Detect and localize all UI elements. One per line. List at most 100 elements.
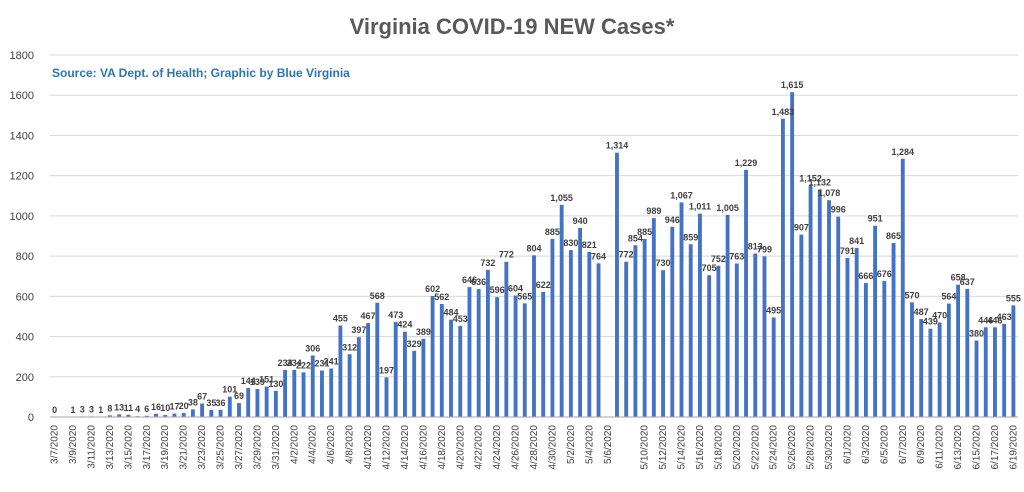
bar — [513, 295, 518, 417]
x-tick-label: 3/19/2020 — [160, 425, 171, 470]
bar — [476, 289, 481, 417]
data-label: 38 — [188, 397, 198, 407]
data-label: 424 — [397, 320, 412, 330]
chart-title: Virginia COVID-19 NEW Cases* — [350, 14, 675, 39]
bar — [670, 226, 675, 417]
data-label: 20 — [179, 401, 189, 411]
bar — [181, 412, 186, 417]
bar — [633, 245, 638, 417]
data-label: 222 — [296, 360, 311, 370]
y-tick-label: 1200 — [10, 171, 34, 183]
x-tick-label: 3/7/2020 — [50, 425, 61, 464]
data-label: 455 — [333, 313, 348, 323]
bar — [974, 340, 979, 417]
bar — [790, 92, 795, 418]
data-label: 16 — [151, 402, 161, 412]
data-label: 676 — [877, 269, 892, 279]
data-label: 830 — [563, 238, 578, 248]
x-tick-label: 5/4/2020 — [584, 425, 595, 464]
data-label: 6 — [144, 404, 149, 414]
data-label: 705 — [702, 263, 717, 273]
data-label: 562 — [434, 292, 449, 302]
data-label: 946 — [665, 215, 680, 225]
x-tick-label: 4/8/2020 — [345, 425, 356, 464]
y-axis-ticks: 0 200 400 600 800 1000 1200 1400 1600 1800 — [10, 50, 34, 424]
data-label: 35 — [206, 398, 216, 408]
data-label: 907 — [794, 223, 809, 233]
bar — [264, 386, 269, 417]
x-tick-label: 6/1/2020 — [842, 425, 853, 464]
bar — [799, 234, 804, 417]
data-label: 446 — [978, 315, 993, 325]
bar — [946, 303, 951, 417]
data-label: 996 — [831, 205, 846, 215]
bar — [780, 118, 785, 417]
data-label: 234 — [287, 358, 302, 368]
x-tick-label: 5/28/2020 — [806, 425, 817, 470]
bar — [366, 323, 370, 417]
bars — [71, 92, 1016, 418]
bar — [642, 239, 647, 417]
data-label: 1,483 — [772, 107, 795, 117]
x-tick-label: 3/29/2020 — [252, 425, 263, 470]
x-tick-label: 4/24/2020 — [492, 425, 503, 470]
bar — [375, 302, 380, 417]
x-tick-label: 5/20/2020 — [732, 425, 743, 470]
y-tick-label: 800 — [16, 251, 34, 263]
bar — [356, 337, 361, 417]
bar — [845, 257, 850, 417]
bar — [495, 297, 500, 417]
x-tick-label: 3/17/2020 — [142, 425, 153, 470]
bar — [716, 265, 721, 417]
bar — [273, 390, 278, 417]
data-label: 951 — [868, 214, 883, 224]
bar — [347, 354, 352, 417]
x-tick-label: 3/25/2020 — [216, 425, 227, 470]
bar — [283, 369, 288, 417]
bar — [126, 414, 131, 417]
bar — [919, 319, 924, 417]
bar — [900, 158, 905, 417]
data-label: 732 — [480, 258, 495, 268]
source-annotation: Source: VA Dept. of Health; Graphic by B… — [52, 66, 350, 80]
data-label: 1,005 — [716, 203, 739, 213]
data-label: 144 — [241, 376, 256, 386]
bar — [587, 251, 592, 417]
data-label: 389 — [416, 327, 431, 337]
data-label: 10 — [160, 403, 170, 413]
data-label: 859 — [683, 232, 698, 242]
data-label: 0 — [52, 405, 57, 415]
x-tick-label: 5/12/2020 — [658, 425, 669, 470]
data-label: 763 — [729, 252, 744, 262]
data-label: 854 — [628, 233, 643, 243]
bar — [956, 284, 961, 417]
data-label: 467 — [361, 311, 376, 321]
bar — [144, 415, 149, 417]
y-tick-label: 1000 — [10, 211, 34, 223]
x-tick-label: 6/11/2020 — [935, 425, 946, 469]
data-label: 69 — [234, 391, 244, 401]
bar — [624, 261, 629, 417]
data-label: 241 — [324, 357, 339, 367]
data-label: 602 — [425, 284, 440, 294]
data-label: 67 — [197, 392, 207, 402]
y-tick-label: 200 — [16, 372, 34, 384]
bar — [458, 325, 463, 417]
x-tick-label: 5/2/2020 — [566, 425, 577, 464]
bar — [550, 239, 555, 417]
data-label: 989 — [646, 206, 661, 216]
data-label: 658 — [951, 273, 966, 283]
bar — [882, 281, 887, 417]
bar — [485, 269, 490, 417]
data-label: 564 — [941, 292, 956, 302]
bar — [117, 414, 122, 417]
x-tick-label: 4/20/2020 — [455, 425, 466, 470]
data-label: 772 — [499, 250, 514, 260]
data-label: 312 — [342, 342, 357, 352]
x-tick-label: 6/19/2020 — [1008, 425, 1019, 470]
bar — [209, 409, 214, 417]
data-label: 570 — [904, 290, 919, 300]
bar — [688, 244, 693, 417]
